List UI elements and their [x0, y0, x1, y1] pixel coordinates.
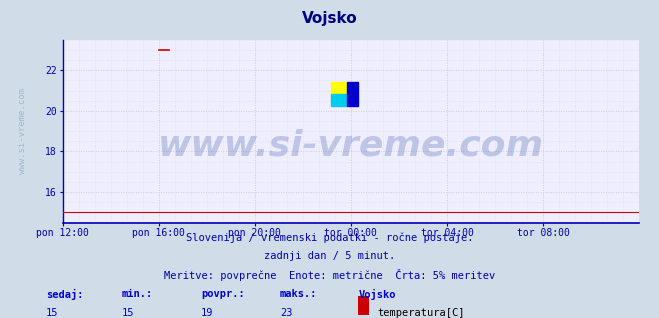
Text: temperatura[C]: temperatura[C]	[377, 308, 465, 318]
Text: Meritve: povprečne  Enote: metrične  Črta: 5% meritev: Meritve: povprečne Enote: metrične Črta:…	[164, 269, 495, 281]
Text: sedaj:: sedaj:	[46, 289, 84, 300]
Text: povpr.:: povpr.:	[201, 289, 244, 299]
Text: 15: 15	[122, 308, 134, 318]
Text: Slovenija / vremenski podatki - ročne postaje.: Slovenija / vremenski podatki - ročne po…	[186, 233, 473, 243]
Text: zadnji dan / 5 minut.: zadnji dan / 5 minut.	[264, 251, 395, 261]
Text: Vojsko: Vojsko	[302, 11, 357, 26]
Text: Vojsko: Vojsko	[359, 289, 397, 300]
Bar	[331, 94, 347, 106]
Text: maks.:: maks.:	[280, 289, 318, 299]
Text: 23: 23	[280, 308, 293, 318]
Text: www.si-vreme.com: www.si-vreme.com	[158, 129, 544, 163]
Text: 19: 19	[201, 308, 214, 318]
Text: www.si-vreme.com: www.si-vreme.com	[18, 88, 27, 174]
Text: 15: 15	[46, 308, 59, 318]
Text: min.:: min.:	[122, 289, 153, 299]
Bar	[347, 82, 358, 106]
Bar	[331, 82, 347, 94]
